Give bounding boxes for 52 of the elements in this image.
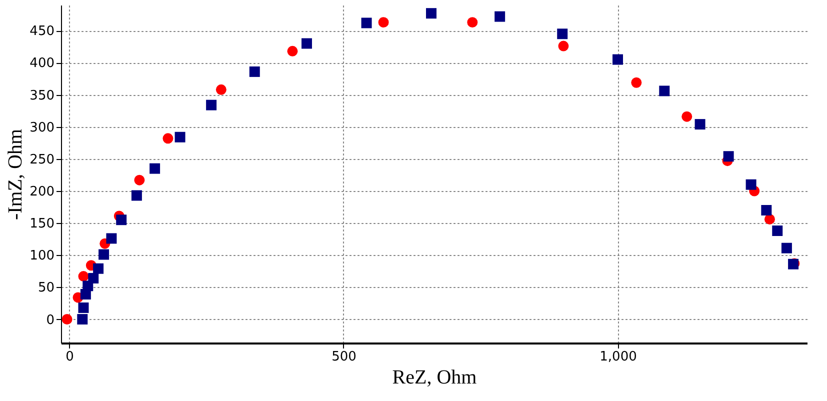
point [772,226,783,236]
point [557,28,568,40]
point [216,84,226,95]
y-tick-label: 250 [30,152,54,168]
point [467,17,478,28]
point [682,111,692,122]
point [287,46,298,56]
point [106,233,117,244]
point [494,11,506,22]
y-axis-title: -ImZ, Ohm [4,128,27,220]
y-tick-label: 150 [30,216,54,232]
point [612,54,623,65]
point [116,214,127,226]
x-tick-label: 1,000 [600,350,637,364]
point [88,272,99,284]
point [694,119,706,130]
point [93,263,104,274]
point [174,132,186,142]
point [723,151,734,162]
point [361,18,372,28]
y-tick-label: 300 [30,120,54,136]
x-tick-label: 500 [332,350,356,364]
point [631,77,642,88]
point [426,8,436,19]
y-tick-label: 200 [30,184,54,200]
point [764,214,775,224]
point [206,100,217,110]
point [162,133,174,144]
point [378,17,389,28]
point [249,66,260,77]
point [134,174,145,186]
point [78,271,89,282]
y-tick-label: 50 [38,280,54,296]
point [78,302,89,313]
point [131,190,142,201]
point [150,163,160,174]
point [77,314,88,325]
y-tick-label: 100 [30,248,54,264]
y-tick-label: 350 [30,88,54,104]
point [62,314,72,325]
point [98,249,110,260]
point [301,38,312,49]
y-tick-label: 0 [46,312,54,328]
point [761,204,772,216]
y-tick-label: 400 [30,56,54,72]
x-tick-label: 0 [66,350,74,364]
point [781,242,792,254]
y-tick-label: 450 [30,24,54,40]
x-axis-title: ReZ, Ohm [392,366,478,388]
point [659,86,670,96]
point [746,179,756,190]
point [558,40,569,52]
